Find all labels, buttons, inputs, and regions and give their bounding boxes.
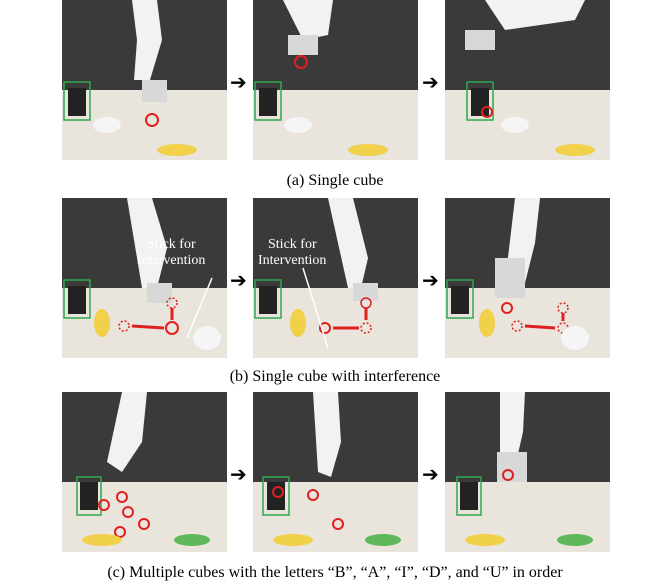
bin-box [254, 81, 282, 121]
panel-a-frame-3 [445, 0, 610, 160]
stick-label-line1: Stick for [268, 237, 317, 252]
target-circle [138, 518, 150, 530]
panel-b: Stick for Intervention ➔ Stick for Inter… [0, 198, 670, 390]
target-circle [145, 113, 159, 127]
panel-c-frame-2 [253, 392, 418, 552]
stick-label-line1: Stick for [147, 237, 196, 252]
target-circle [98, 499, 110, 511]
panel-b-caption: (b) Single cube with interference [229, 368, 441, 385]
arrow-icon: ➔ [230, 462, 247, 486]
stick-pointer [302, 267, 329, 349]
stick-label-line2: Intervention [258, 253, 326, 268]
target-circle [294, 55, 308, 69]
panel-b-frame-1: Stick for Intervention [62, 198, 227, 358]
panel-a-caption: (a) Single cube [286, 172, 384, 189]
target-circle [116, 491, 128, 503]
target-circle-dashed [118, 320, 130, 332]
panel-a-frame-1 [62, 0, 227, 160]
target-circle [501, 302, 513, 314]
target-circle [502, 469, 514, 481]
move-arrow [524, 324, 556, 330]
stick-pointer [186, 277, 213, 339]
target-circle [122, 506, 134, 518]
target-circle [481, 106, 493, 118]
arrow-icon: ➔ [230, 268, 247, 292]
arrow-icon: ➔ [230, 70, 247, 94]
target-circle-dashed [360, 322, 372, 334]
arrow-icon: ➔ [422, 462, 439, 486]
bin-box [446, 279, 474, 319]
target-circle [272, 486, 284, 498]
target-circle [114, 526, 126, 538]
target-circle [319, 322, 331, 334]
panel-a: ➔ ➔ (a) Single cube [0, 0, 670, 196]
panel-a-frame-2 [253, 0, 418, 160]
arrow-icon: ➔ [422, 268, 439, 292]
stick-label-line2: Intervention [137, 253, 205, 268]
bin-box [63, 279, 91, 319]
target-circle [332, 518, 344, 530]
bin-box [456, 476, 482, 516]
bin-box [254, 279, 282, 319]
target-circle-dashed [557, 302, 569, 314]
target-circle-dashed [166, 297, 178, 309]
panel-c: ➔ ➔ (c) Multiple cubes with the [0, 392, 670, 588]
arrow-icon: ➔ [422, 70, 439, 94]
bin-box [63, 81, 91, 121]
bin-box [76, 476, 102, 516]
panel-b-frame-2: Stick for Intervention [253, 198, 418, 358]
target-circle [307, 489, 319, 501]
target-circle-dashed [511, 320, 523, 332]
panel-c-frame-3 [445, 392, 610, 552]
panel-c-frame-1 [62, 392, 227, 552]
bin-box [262, 476, 290, 516]
target-circle [165, 321, 179, 335]
panel-c-caption: (c) Multiple cubes with the letters “B”,… [107, 564, 563, 581]
move-arrow [131, 324, 165, 330]
panel-b-frame-3 [445, 198, 610, 358]
bin-box [466, 81, 494, 121]
